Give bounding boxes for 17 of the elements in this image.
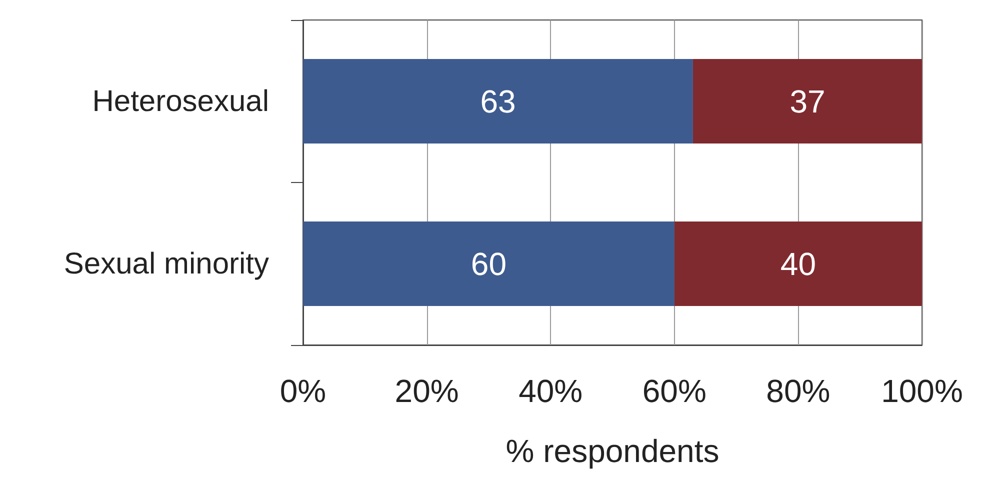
bar <box>303 222 674 306</box>
bar <box>303 59 693 144</box>
x-tick-label: 40% <box>518 373 583 409</box>
y-tick-label: Heterosexual <box>92 84 269 118</box>
data-label: 40 <box>780 246 816 282</box>
x-axis-title: % respondents <box>506 433 720 469</box>
x-tick-label: 80% <box>766 373 830 409</box>
data-label: 60 <box>470 246 506 282</box>
x-tick-label: 0% <box>280 373 326 409</box>
data-label: 37 <box>790 83 826 120</box>
bar <box>692 59 922 144</box>
x-tick-label: 100% <box>881 373 963 409</box>
bar <box>674 222 922 306</box>
x-tick-label: 60% <box>642 373 706 409</box>
y-tick-label: Sexual minority <box>64 247 269 280</box>
data-label: 63 <box>480 83 516 120</box>
x-tick-label: 20% <box>394 373 459 409</box>
